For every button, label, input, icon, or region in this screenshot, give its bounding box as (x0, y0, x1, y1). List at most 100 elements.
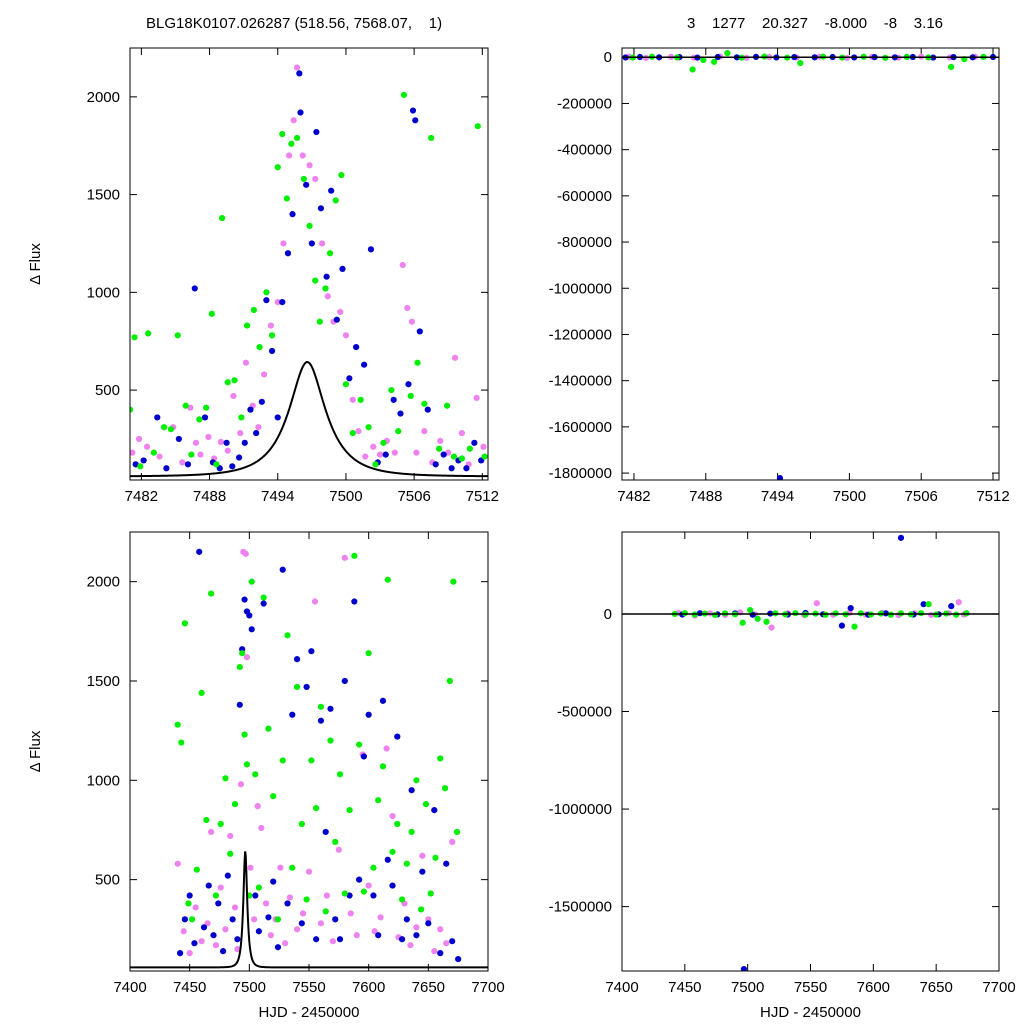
data-point-blue (258, 398, 265, 405)
plot-area (130, 64, 488, 478)
data-point-blue (191, 940, 198, 947)
data-point-blue (398, 936, 406, 943)
data-point-magenta (365, 882, 372, 889)
data-point-green (231, 377, 238, 384)
data-point-magenta (230, 392, 237, 400)
panel-bottom-left: 7400 7450 7500 7550 7600 7650 7700 500 1000 1500 2… (27, 531, 505, 1021)
x-tick-label: 7400 (605, 979, 638, 996)
data-point-green (432, 854, 439, 861)
data-point-magenta (458, 429, 465, 437)
data-point-blue (413, 932, 420, 939)
panel-top-left: 7482 7488 7494 7500 7506 7512 500 1000 1500 2000 Δ… (27, 47, 499, 505)
data-point-magenta (242, 550, 249, 557)
data-point-blue (201, 414, 209, 421)
data-point-green (375, 797, 382, 804)
y-axis-label: Δ Flux (27, 243, 44, 285)
data-point-green (436, 445, 443, 452)
data-point-green (427, 890, 434, 897)
data-point-magenta (311, 598, 319, 605)
plot-area (622, 534, 999, 971)
data-point-magenta (130, 449, 136, 456)
data-point-green (851, 623, 858, 630)
x-tick-label: 7450 (668, 979, 701, 996)
data-point-blue (370, 892, 377, 899)
data-point-blue (384, 856, 391, 863)
data-point-green (303, 896, 310, 903)
data-point-green (227, 850, 234, 857)
data-point-green (458, 455, 465, 462)
x-tick-label: 7494 (261, 488, 294, 505)
data-point-green (203, 816, 210, 824)
data-point-green (380, 439, 387, 446)
data-point-blue (389, 882, 396, 889)
data-point-green (150, 449, 157, 456)
x-tick-label: 7494 (761, 488, 794, 505)
data-point-magenta (192, 439, 200, 446)
data-point-magenta (267, 932, 274, 939)
data-point-blue (313, 128, 320, 136)
data-point-magenta (286, 152, 293, 159)
data-point-green (379, 763, 387, 770)
data-point-magenta (274, 299, 281, 306)
data-point-green (341, 890, 348, 897)
data-point-blue (191, 285, 198, 292)
data-point-magenta (286, 894, 294, 901)
y-tick-label: 1000 (87, 772, 120, 789)
data-point-green (217, 820, 224, 828)
data-point-blue (284, 900, 291, 907)
data-point-green (407, 392, 414, 400)
data-point-magenta (419, 852, 426, 859)
data-point-green (222, 775, 229, 782)
data-point-green (236, 663, 243, 671)
data-point-green (279, 757, 286, 764)
data-point-green (681, 610, 688, 617)
data-point-green (313, 805, 320, 812)
data-point-blue (274, 414, 281, 421)
data-point-magenta (305, 868, 313, 875)
data-point-magenta (251, 916, 258, 923)
data-point-blue (838, 622, 846, 629)
model-curve (130, 361, 488, 478)
y-tick-label: 500 (95, 872, 120, 889)
data-point-blue (236, 701, 243, 708)
data-point-blue (317, 717, 325, 724)
data-point-magenta (408, 318, 415, 325)
data-point-green (182, 402, 189, 409)
data-point-blue (296, 70, 303, 77)
data-point-blue (317, 205, 325, 212)
data-point-blue (463, 465, 470, 472)
data-point-green (763, 618, 770, 625)
data-point-magenta (431, 948, 438, 955)
data-point-green (332, 197, 339, 204)
data-point-green (288, 140, 295, 147)
x-tick-label: 7600 (352, 979, 385, 996)
data-point-magenta (234, 946, 241, 953)
data-point-magenta (237, 781, 245, 788)
data-point-green (224, 379, 231, 386)
data-point-magenta (254, 803, 261, 810)
panel-bottom-right: 7400 7450 7500 7550 7600 7650 7700 0 -500000 -100… (549, 531, 1016, 1021)
data-point-blue (346, 892, 353, 899)
data-point-blue (241, 439, 248, 446)
data-point-blue (140, 457, 147, 464)
data-point-blue (234, 936, 241, 943)
data-point-green (212, 892, 220, 899)
data-point-magenta (324, 293, 331, 300)
data-point-green (384, 576, 391, 583)
x-tick-label: 7500 (329, 488, 362, 505)
data-point-magenta (813, 600, 820, 607)
data-point-blue (241, 596, 248, 603)
x-tick-label: 7700 (471, 979, 504, 996)
data-point-magenta (282, 940, 289, 947)
y-tick-label: -600000 (557, 188, 612, 205)
data-point-green (689, 66, 696, 73)
data-point-blue (379, 697, 387, 704)
data-point-green (196, 416, 203, 423)
data-point-magenta (306, 162, 313, 169)
data-point-magenta (451, 354, 459, 361)
data-point-green (188, 916, 196, 923)
data-point-green (437, 755, 444, 762)
data-point-blue (948, 603, 955, 610)
data-point-green (413, 777, 420, 784)
